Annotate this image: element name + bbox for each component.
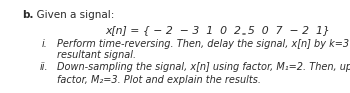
Text: ii.: ii. — [40, 62, 49, 72]
Text: Given a signal:: Given a signal: — [30, 10, 114, 20]
Text: b.: b. — [22, 10, 34, 20]
Text: resultant signal.: resultant signal. — [57, 50, 136, 60]
Text: Down-sampling the signal, x[n] using factor, M₁=2. Then, up-sampling it using: Down-sampling the signal, x[n] using fac… — [57, 62, 350, 72]
Text: x[n] = { − 2  − 3  1  0  2  5  0  7  − 2  1}: x[n] = { − 2 − 3 1 0 2 5 0 7 − 2 1} — [105, 25, 330, 35]
Text: i.: i. — [42, 39, 48, 49]
Text: Perform time-reversing. Then, delay the signal, x[n] by k=3 samples. Plot the: Perform time-reversing. Then, delay the … — [57, 39, 350, 49]
Text: factor, M₂=3. Plot and explain the results.: factor, M₂=3. Plot and explain the resul… — [57, 75, 261, 85]
